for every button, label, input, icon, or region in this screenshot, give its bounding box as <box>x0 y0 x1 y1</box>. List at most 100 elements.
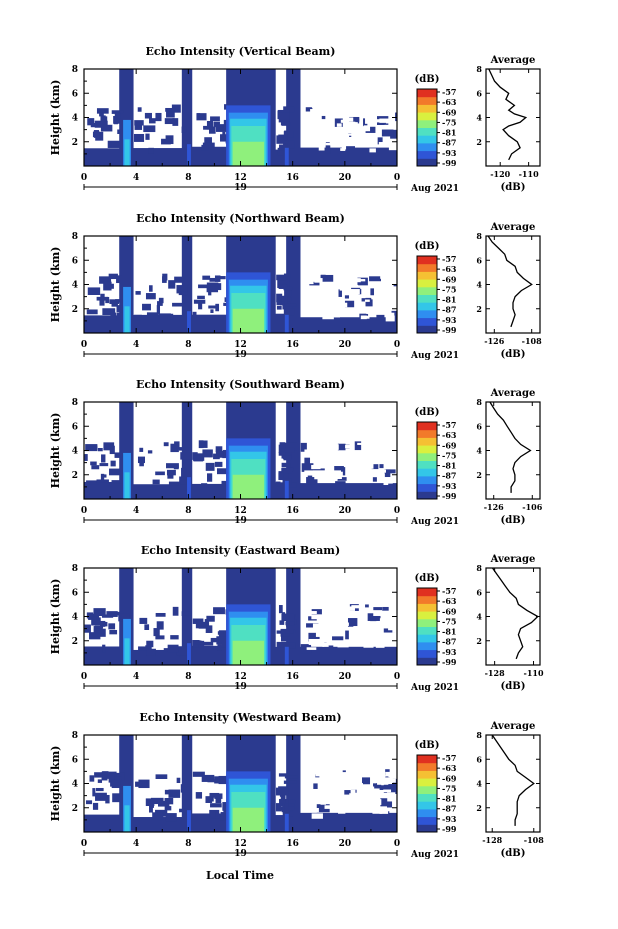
colorbar-swatch <box>417 762 437 771</box>
colorbar-swatch <box>417 422 437 431</box>
average-title: Average <box>490 388 536 399</box>
colorbar-swatch <box>417 135 437 144</box>
echo-patch <box>88 119 92 124</box>
echo-patch <box>206 282 219 289</box>
clear-sky-speckle <box>367 94 378 98</box>
echo-patch <box>155 635 165 640</box>
clear-sky-speckle <box>380 596 390 603</box>
clear-sky-speckle <box>327 613 335 616</box>
colorbar-swatch <box>417 778 437 787</box>
echo-patch <box>116 275 122 284</box>
echo-patch <box>365 126 376 133</box>
echo-patch <box>340 467 346 476</box>
clear-sky-speckle <box>347 772 358 778</box>
clear-sky-speckle <box>325 583 334 586</box>
clear-sky-speckle <box>308 611 317 615</box>
echo-patch <box>102 644 106 653</box>
clear-sky-speckle <box>325 593 330 597</box>
echo-patch <box>280 121 290 126</box>
clear-sky-speckle <box>324 805 335 809</box>
average-frame <box>485 734 541 833</box>
clear-sky-speckle <box>312 582 318 586</box>
clear-sky-speckle <box>326 641 339 646</box>
average-x-tick-label: -128 <box>485 668 505 678</box>
echo-patch <box>215 450 226 458</box>
date-label: Aug 2021 <box>410 683 459 693</box>
colorbar-swatch <box>417 649 437 658</box>
clear-sky-speckle <box>345 140 357 144</box>
echo-patch <box>108 273 118 280</box>
echo-patch <box>88 613 100 620</box>
clear-sky-speckle <box>368 626 374 629</box>
clear-sky-speckle <box>353 626 359 632</box>
echo-patch <box>195 622 208 629</box>
echo-patch <box>158 297 164 304</box>
clear-sky-speckle <box>348 284 359 288</box>
x-tick-label: 20 <box>339 506 352 516</box>
echo-column <box>284 314 289 333</box>
echo-column <box>124 139 130 166</box>
colorbar-swatch <box>417 119 437 128</box>
average-frame <box>485 68 541 167</box>
y-tick-label: 6 <box>72 755 78 765</box>
clear-sky-speckle <box>381 469 386 473</box>
clear-sky-speckle <box>354 87 367 94</box>
echo-patch <box>99 463 109 467</box>
colorbar-tick-label: -69 <box>442 773 457 783</box>
clear-sky-speckle <box>372 780 377 784</box>
echo-patch <box>85 444 98 452</box>
clear-sky-speckle <box>354 278 361 283</box>
echo-patch <box>163 442 169 447</box>
echo-patch <box>155 774 168 779</box>
clear-sky-speckle <box>328 254 334 258</box>
clear-sky-speckle <box>396 440 397 444</box>
echo-patch <box>321 115 326 120</box>
clear-sky-speckle <box>300 281 306 285</box>
x-tick-label: 0 <box>81 506 87 516</box>
clear-sky-speckle <box>328 423 336 427</box>
echo-patch <box>164 806 172 811</box>
echo-patch <box>102 308 116 316</box>
clear-sky-speckle <box>300 453 308 456</box>
clear-sky-speckle <box>314 278 323 283</box>
colorbar-swatch <box>417 483 437 492</box>
clear-sky-speckle <box>363 769 372 776</box>
x-tick-label: 0 <box>394 672 400 682</box>
clear-sky-speckle <box>307 594 316 600</box>
echo-column <box>124 638 130 665</box>
average-x-tick-label: -108 <box>522 336 542 346</box>
echo-patch <box>143 125 156 133</box>
echo-patch <box>301 463 314 472</box>
echo-patch <box>111 110 124 114</box>
echo-patch <box>157 301 163 306</box>
colorbar-swatch <box>417 793 437 802</box>
echo-patch <box>156 305 161 314</box>
colorbar-swatch <box>417 618 437 627</box>
average-x-tick-label: -128 <box>482 835 502 845</box>
clear-sky-speckle <box>357 279 366 282</box>
rain-block <box>232 640 264 665</box>
clear-sky-speckle <box>385 312 395 317</box>
clear-sky-speckle <box>371 775 383 781</box>
heatmap <box>84 236 397 333</box>
colorbar-swatch <box>417 755 437 764</box>
echo-patch <box>276 305 282 310</box>
average-y-tick-label: 6 <box>476 88 482 98</box>
clear-sky-speckle <box>325 776 338 780</box>
panel-title: Echo Intensity (Northward Beam) <box>136 212 345 225</box>
clear-sky-speckle <box>357 442 365 445</box>
echo-patch <box>100 620 106 627</box>
x-tick-label: 16 <box>286 672 299 682</box>
echo-patch <box>155 612 166 617</box>
clear-sky-speckle <box>321 601 329 608</box>
average-profile-line <box>488 68 528 161</box>
echo-patch <box>86 480 97 485</box>
average-profile-line <box>489 401 532 493</box>
clear-sky-speckle <box>305 311 311 315</box>
clear-sky-speckle <box>365 437 371 441</box>
echo-patch <box>215 797 222 804</box>
echo-patch <box>275 481 281 487</box>
echo-patch <box>371 464 379 470</box>
clear-sky-speckle <box>302 89 315 95</box>
